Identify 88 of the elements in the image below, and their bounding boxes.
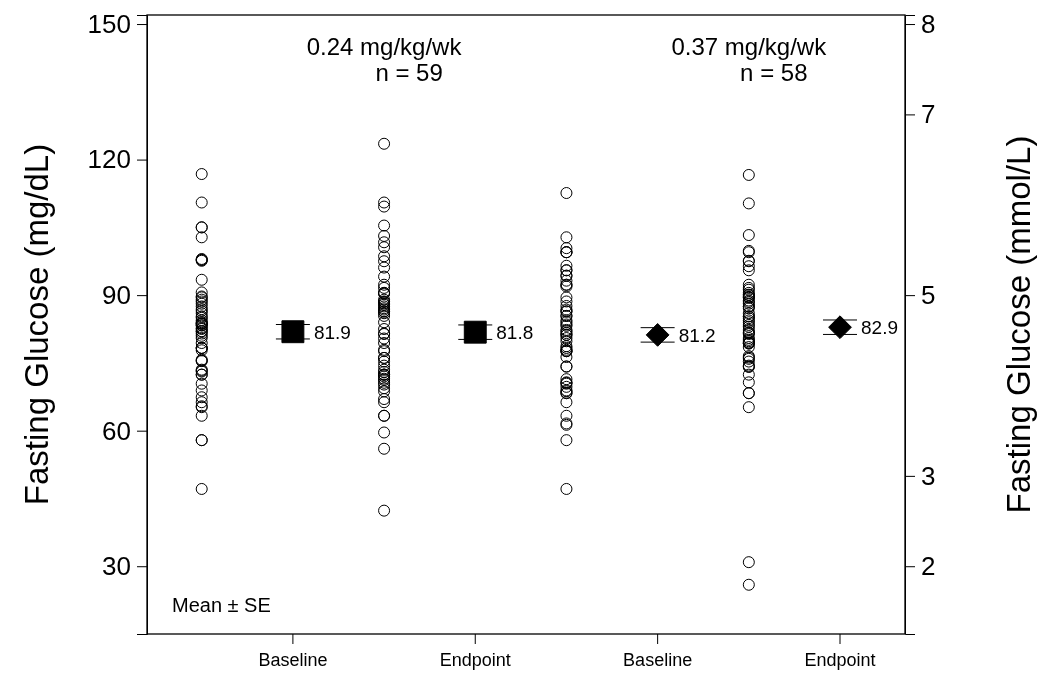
point	[378, 229, 391, 242]
point	[742, 260, 755, 273]
point	[378, 241, 391, 254]
point	[378, 200, 391, 213]
point	[463, 320, 487, 344]
y-tick-label: 150	[87, 8, 131, 39]
point	[560, 409, 573, 422]
point	[378, 316, 391, 329]
point	[195, 337, 208, 350]
point	[560, 351, 573, 364]
annotation: Mean ± SE	[172, 594, 271, 616]
point	[195, 391, 208, 404]
y2-tick-label: 7	[921, 99, 936, 130]
point	[378, 323, 391, 336]
data-label: 81.8	[496, 322, 534, 344]
point	[195, 286, 208, 299]
y2-tick-label: 5	[921, 279, 936, 310]
point	[560, 231, 573, 244]
point	[560, 434, 573, 447]
point	[560, 274, 573, 287]
point	[742, 376, 755, 389]
point	[742, 578, 755, 591]
x-tick-label: Endpoint	[439, 650, 511, 670]
point	[560, 295, 573, 308]
y-tick-label: 60	[102, 415, 131, 446]
point	[378, 219, 391, 232]
y-tick-label: 90	[102, 279, 131, 310]
point	[560, 482, 573, 495]
data-label: 82.9	[861, 317, 898, 339]
point	[378, 196, 391, 209]
point	[378, 337, 391, 350]
x-tick-label: Baseline	[258, 650, 328, 670]
point	[742, 229, 755, 242]
point	[378, 332, 391, 345]
point	[281, 320, 305, 344]
point	[560, 396, 573, 409]
annotation: 0.37 mg/kg/wk	[671, 33, 828, 60]
y-tick-label: 120	[87, 144, 131, 175]
point	[195, 196, 208, 209]
point	[560, 299, 573, 312]
point	[742, 401, 755, 414]
point	[195, 273, 208, 286]
point	[742, 368, 755, 381]
y2-tick-label: 3	[921, 460, 936, 491]
point	[195, 482, 208, 495]
point	[742, 341, 755, 354]
point	[378, 250, 391, 263]
point	[828, 315, 852, 340]
data-label: 81.9	[313, 321, 351, 343]
point	[378, 426, 391, 439]
point	[645, 323, 670, 347]
y2-axis-title: Fasting Glucose (mmol/L)	[1000, 135, 1037, 514]
point	[195, 409, 208, 422]
y2-tick-label: 8	[921, 8, 936, 39]
annotation: n = 58	[740, 59, 808, 86]
point	[378, 236, 391, 249]
point	[742, 168, 755, 181]
point	[378, 355, 391, 368]
y-tick-label: 30	[102, 551, 131, 582]
point	[378, 137, 391, 150]
point	[742, 556, 755, 569]
point	[195, 396, 208, 409]
point	[378, 504, 391, 517]
point	[742, 197, 755, 210]
annotation: 0.24 mg/kg/wk	[306, 33, 463, 60]
point	[195, 307, 208, 320]
point	[560, 291, 573, 304]
data-label: 81.2	[678, 324, 716, 346]
y2-tick-label: 2	[921, 551, 936, 582]
point	[560, 373, 573, 386]
x-tick-label: Baseline	[623, 650, 693, 670]
point	[742, 264, 755, 277]
point	[378, 255, 391, 268]
point	[560, 187, 573, 200]
point	[378, 442, 391, 455]
point	[195, 231, 208, 244]
point	[378, 359, 391, 372]
point	[560, 380, 573, 393]
point	[560, 242, 573, 255]
point	[195, 377, 208, 390]
point	[195, 384, 208, 397]
point	[195, 168, 208, 181]
point	[560, 259, 573, 272]
y-axis-title: Fasting Glucose (mg/dL)	[18, 143, 55, 506]
annotation: n = 59	[375, 59, 443, 86]
point	[378, 261, 391, 274]
x-tick-label: Endpoint	[804, 650, 876, 670]
point	[378, 270, 391, 283]
